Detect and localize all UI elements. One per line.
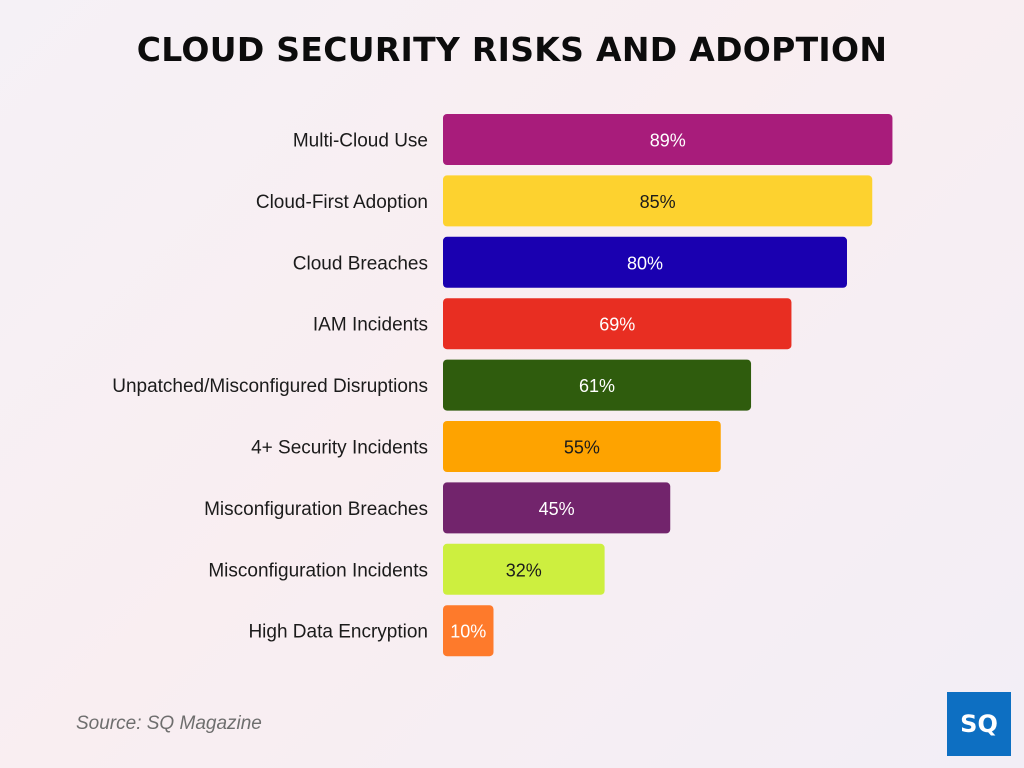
bar-7 [443,543,605,595]
value-label-7: 32% [506,560,542,580]
bar-4 [443,359,752,411]
bar-3 [443,298,792,350]
chart-title: CLOUD SECURITY RISKS AND ADOPTION [136,30,888,69]
category-label-5: 4+ Security Incidents [251,438,428,459]
category-label-4: Unpatched/Misconfigured Disruptions [112,376,428,397]
category-label-2: Cloud Breaches [293,253,428,274]
bar-2 [443,236,847,288]
value-label-1: 85% [640,192,676,212]
source-note: Source: SQ Magazine [76,713,262,734]
category-label-3: IAM Incidents [313,315,428,336]
logo-text: SQ [960,710,998,738]
value-label-4: 61% [579,376,615,396]
value-label-3: 69% [599,315,635,335]
bar-6 [443,482,671,534]
category-label-6: Misconfiguration Breaches [204,499,428,520]
sq-logo: SQ [947,692,1011,756]
value-label-0: 89% [650,131,686,151]
value-label-2: 80% [627,253,663,273]
value-label-6: 45% [539,499,575,519]
value-label-5: 55% [564,438,600,458]
category-label-1: Cloud-First Adoption [256,192,428,213]
category-label-7: Misconfiguration Incidents [208,560,428,581]
bar-1 [443,175,873,227]
bar-0 [443,114,893,165]
category-label-8: High Data Encryption [248,622,428,643]
value-label-8: 10% [450,622,486,642]
bar-8 [443,605,494,657]
category-label-0: Multi-Cloud Use [293,131,428,152]
bar-5 [443,421,721,472]
